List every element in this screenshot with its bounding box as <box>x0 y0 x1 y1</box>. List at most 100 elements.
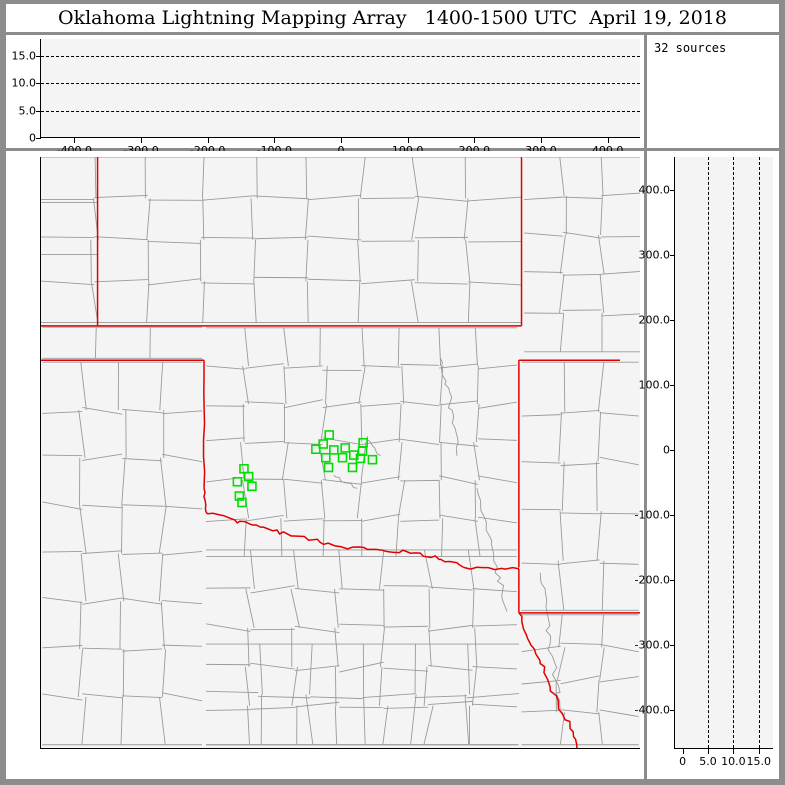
x-axis-tick-mark <box>758 748 760 754</box>
y-axis-tick-mark <box>36 55 41 57</box>
y-axis-tick-label: 400.0 <box>638 183 671 197</box>
x-axis-tick-mark <box>74 137 76 143</box>
gridline-vertical <box>708 157 709 748</box>
gridline-vertical <box>758 157 760 748</box>
map-plot-area[interactable]: 400.0300.0200.0100.00-100.0-200.0-300.0-… <box>40 157 640 749</box>
y-axis-tick-mark <box>40 190 41 191</box>
gridline-vertical <box>733 157 735 748</box>
x-axis-tick-mark <box>541 748 542 749</box>
lightning-source-marker <box>337 452 348 463</box>
y-axis-tick-mark <box>36 138 41 139</box>
gridline-horizontal <box>41 110 640 112</box>
y-axis-tick-label: -400.0 <box>634 703 670 717</box>
x-axis-tick-mark <box>274 748 275 749</box>
title-bar: Oklahoma Lightning Mapping Array 1400-15… <box>6 4 779 32</box>
x-axis-tick-mark <box>682 748 684 754</box>
lightning-source-marker <box>239 463 249 474</box>
x-axis-tick-label: 10.0 <box>721 755 746 768</box>
lightning-source-marker <box>323 462 334 473</box>
y-axis-tick-mark <box>670 449 675 451</box>
y-axis-tick-mark <box>670 189 675 191</box>
y-axis-tick-mark <box>40 385 41 386</box>
y-axis-tick-label: -300.0 <box>634 638 670 652</box>
x-axis-tick-mark <box>608 748 609 749</box>
x-axis-tick-label: 5.0 <box>699 755 717 768</box>
lightning-source-marker <box>243 471 254 482</box>
y-axis-tick-mark <box>40 645 41 646</box>
y-axis-tick-mark <box>670 254 675 256</box>
y-axis-tick-mark <box>40 320 41 321</box>
x-axis-tick-mark <box>474 748 475 749</box>
lightning-source-marker <box>232 476 243 487</box>
y-axis-tick-label: 100.0 <box>638 378 671 392</box>
x-axis-tick-mark <box>408 748 409 749</box>
x-axis-tick-mark <box>207 137 209 143</box>
lightning-source-marker <box>234 491 245 501</box>
x-axis-tick-mark <box>708 748 709 754</box>
x-axis-tick-label: 0 <box>338 144 345 157</box>
state-boundaries <box>41 157 640 748</box>
y-axis-tick-mark <box>670 644 675 646</box>
lightning-source-marker <box>340 443 350 453</box>
y-axis-tick-mark <box>40 255 41 256</box>
time-height-panel: 05.010.015.0-400.0-300.0-200.0-100.00100… <box>6 35 644 157</box>
lightning-source-marker <box>367 454 378 465</box>
x-axis-tick-mark <box>141 137 142 143</box>
source-count-label: 32 sources <box>654 41 727 55</box>
height-profile-panel: 400.0 300.0 200.0 100.0 0 -100.0 -200.0 -300.0 -… <box>635 151 779 779</box>
y-axis-tick-label: 0 <box>663 443 670 457</box>
x-axis-tick-mark <box>733 748 735 754</box>
y-axis-tick-label: 300.0 <box>638 248 671 262</box>
lightning-source-marker <box>347 462 358 473</box>
y-axis-tick-label: 200.0 <box>638 313 671 327</box>
plan-view-map-panel: 400.0300.0200.0100.00-100.0-200.0-300.0-… <box>6 151 644 779</box>
x-axis-tick-mark <box>607 137 609 143</box>
y-axis-tick-mark <box>670 579 675 581</box>
x-axis-tick-mark <box>474 137 476 143</box>
time-height-plot-area: 05.010.015.0-400.0-300.0-200.0-100.00100… <box>12 39 640 157</box>
lightning-source-markers <box>232 430 378 508</box>
lightning-source-marker <box>355 453 366 464</box>
y-axis-tick-label: 0 <box>29 131 36 145</box>
lightning-source-marker <box>324 430 335 440</box>
y-axis-tick-mark <box>670 709 675 711</box>
gridline-horizontal <box>41 83 640 84</box>
x-axis-tick-mark <box>341 748 342 749</box>
x-axis-tick-mark <box>541 137 542 143</box>
x-axis-tick-mark <box>141 748 142 749</box>
county-boundaries <box>41 157 640 746</box>
lightning-source-marker <box>321 452 331 463</box>
lightning-source-marker <box>318 439 329 449</box>
lightning-source-marker <box>311 444 321 454</box>
x-axis-tick-mark <box>407 137 409 143</box>
y-axis-tick-label: 5.0 <box>18 104 37 117</box>
x-axis-tick-label: 0 <box>679 755 687 768</box>
y-axis-tick-label: 10.0 <box>11 76 37 90</box>
x-axis-tick-mark <box>274 137 276 143</box>
y-axis-tick-mark <box>40 515 41 516</box>
lightning-source-marker <box>247 481 257 492</box>
sources-count-panel: 32 sources <box>647 35 779 148</box>
y-axis-tick-mark <box>670 384 675 386</box>
map-vector-layer <box>41 157 640 748</box>
y-axis-tick-mark <box>36 110 41 112</box>
y-axis-tick-label: -200.0 <box>634 573 670 587</box>
height-profile-plot-area: 400.0 300.0 200.0 100.0 0 -100.0 -200.0 -300.0 -… <box>635 157 773 768</box>
x-axis-tick-mark <box>208 748 209 749</box>
page-title: Oklahoma Lightning Mapping Array 1400-15… <box>58 7 727 29</box>
x-axis-tick-label: 15.0 <box>746 755 772 768</box>
y-axis-tick-mark <box>36 83 41 84</box>
y-axis-tick-mark <box>40 710 41 711</box>
lightning-source-marker <box>237 497 247 508</box>
y-axis-tick-mark <box>40 580 41 581</box>
y-axis-tick-mark <box>670 514 675 516</box>
lightning-source-marker <box>357 446 368 456</box>
lightning-source-marker <box>329 445 339 455</box>
y-axis-tick-label: 15.0 <box>11 49 37 62</box>
x-axis-tick-mark <box>341 137 342 143</box>
gridline-horizontal <box>41 55 640 57</box>
y-axis-tick-mark <box>670 319 675 321</box>
y-axis-tick-mark <box>40 450 41 451</box>
y-axis-tick-label: -100.0 <box>634 508 670 522</box>
x-axis-tick-mark <box>74 748 75 749</box>
